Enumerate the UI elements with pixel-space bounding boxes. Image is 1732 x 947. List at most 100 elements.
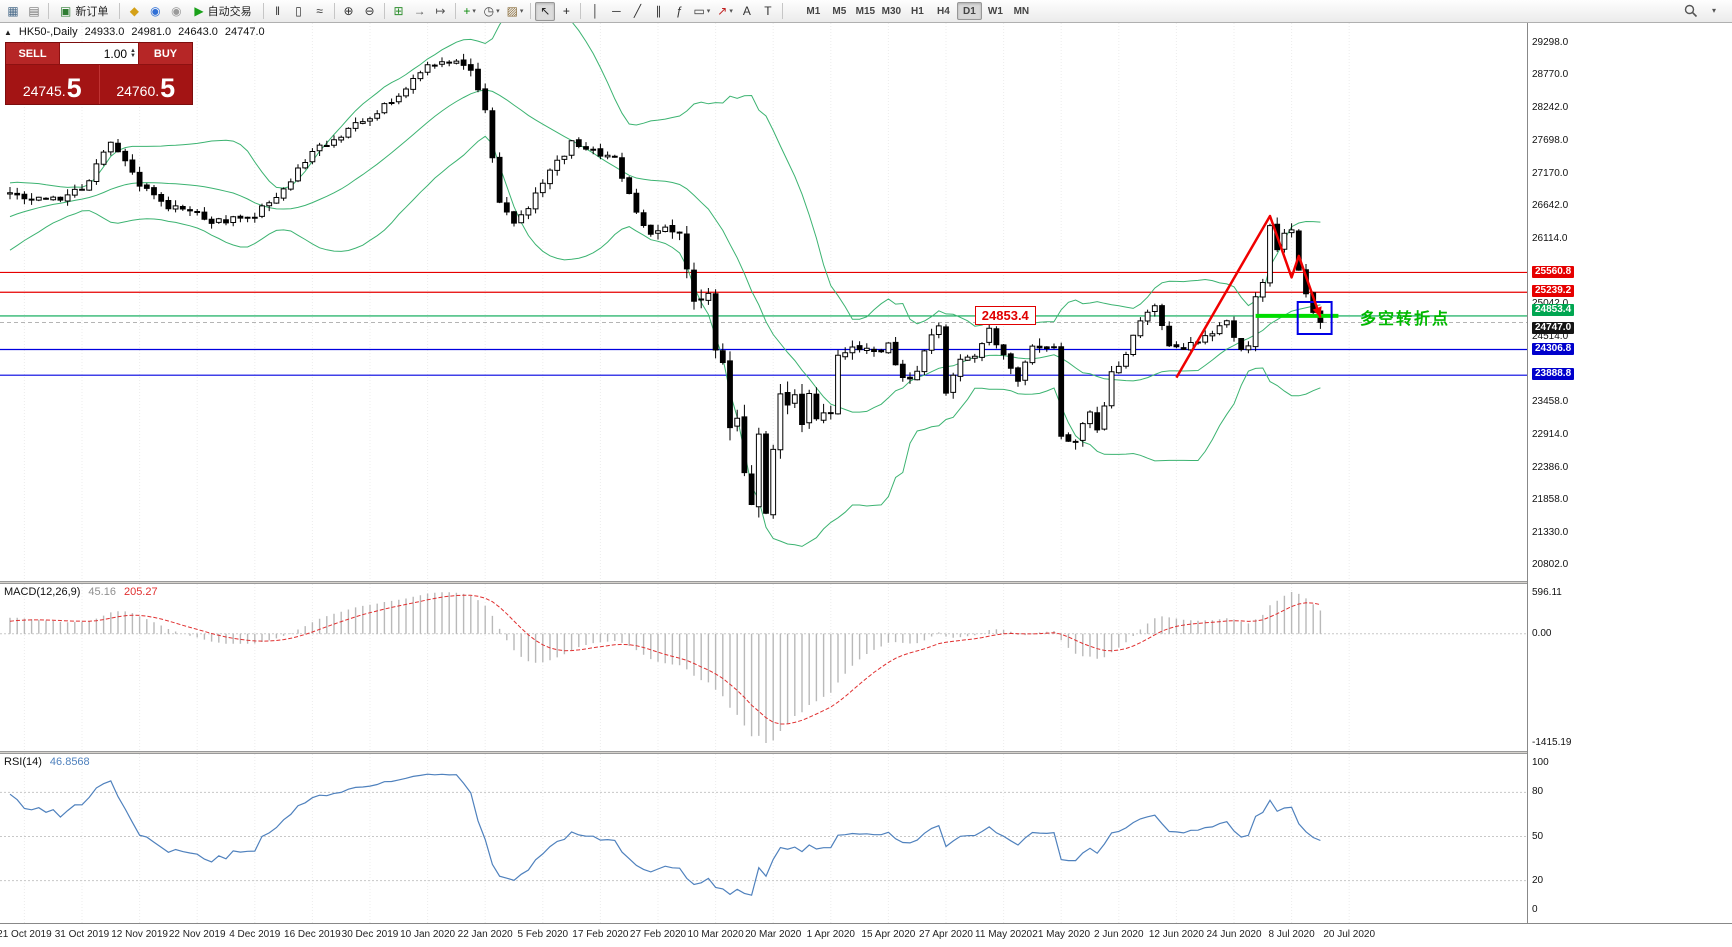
pane-separator[interactable] — [0, 751, 1732, 754]
new-order-button[interactable]: ▣ 新订单 — [53, 2, 115, 21]
date-axis-label: 20 Mar 2020 — [745, 929, 802, 940]
market-watch-icon: ◉ — [150, 4, 161, 18]
turning-point-label[interactable]: 多空转折点 — [1360, 311, 1451, 329]
timeframe-m5-button[interactable]: M5 — [832, 5, 847, 17]
bollinger-lower-band — [9, 135, 1321, 547]
price-axis-label: 26642.0 — [1532, 200, 1569, 211]
buy-price-button[interactable]: 24760. 5 — [99, 65, 192, 104]
new-chart-icon: ▦ — [7, 4, 19, 18]
main-chart-pane[interactable]: ▲ HK50-,Daily 24933.0 24981.0 24643.0 24… — [0, 23, 1527, 581]
autotrading-button-label: 自动交易 — [207, 6, 252, 18]
timeframe-m30-button[interactable]: M30 — [881, 5, 902, 17]
arrows-button-caret-icon[interactable]: ▾ — [729, 7, 733, 15]
volume-down-icon[interactable]: ▼ — [130, 52, 136, 59]
macd-pane[interactable]: MACD(12,26,9) 45.16 205.27 — [0, 584, 1527, 751]
toolbar-separator — [530, 3, 532, 19]
cursor-button[interactable]: ↖ — [535, 1, 556, 21]
sell-price-small: 24745. — [22, 83, 66, 100]
templates-button[interactable]: ▨ ▾ — [504, 2, 527, 21]
time-axis[interactable]: 21 Oct 2019 31 Oct 2019 12 Nov 2019 22 Nov … — [0, 923, 1732, 947]
date-axis-label: 24 Jun 2020 — [1206, 929, 1262, 940]
channel-button[interactable]: ∥ — [648, 2, 668, 21]
vertical-line-button[interactable]: │ — [585, 2, 605, 21]
shapes-button[interactable]: ▭ ▾ — [690, 2, 713, 21]
text-button[interactable]: A — [737, 2, 757, 21]
sell-price-button[interactable]: 24745. 5 — [6, 65, 100, 104]
main-chart-svg[interactable] — [0, 23, 1527, 581]
timeframe-m15-button[interactable]: M15 — [855, 5, 876, 17]
rsi-line — [9, 773, 1321, 896]
zigzag-arrowhead — [1312, 306, 1322, 318]
shapes-button-caret-icon[interactable]: ▾ — [706, 7, 711, 15]
timeframe-mn-button[interactable]: MN — [1013, 5, 1030, 17]
chart-shift-button[interactable]: ↦ — [431, 2, 451, 21]
one-click-collapse-icon[interactable]: ▲ — [4, 27, 12, 37]
zoom-in-button[interactable]: ⊕ — [339, 2, 359, 21]
templates-icon: ▨ — [506, 4, 518, 18]
trend-zigzag-arrow[interactable] — [1175, 214, 1322, 379]
price-level-badge: 24747.0 — [1532, 321, 1575, 334]
new-order-icon: ▣ — [60, 4, 72, 18]
price-level-badge: 24853.4 — [1532, 303, 1575, 316]
autotrading-button[interactable]: ▶ 自动交易 — [187, 2, 258, 21]
toolbar-overflow-icon[interactable]: ▾ — [1711, 6, 1716, 15]
price-axis[interactable]: 29298.0 28770.0 28242.0 27698.0 27170.0 26642… — [1527, 23, 1732, 923]
periods-button[interactable]: ◷ ▾ — [481, 2, 503, 21]
search-icon[interactable] — [1681, 2, 1701, 21]
chart-ohlc-info: ▲ HK50-,Daily 24933.0 24981.0 24643.0 24… — [4, 26, 265, 38]
terminal-button[interactable]: ◉ — [166, 2, 186, 21]
vertical-line-icon: │ — [591, 4, 600, 18]
zoom-out-button[interactable]: ⊖ — [360, 2, 380, 21]
volume-up-icon[interactable]: ▲ — [130, 47, 136, 54]
rsi-pane[interactable]: RSI(14) 46.8568 — [0, 754, 1527, 923]
crosshair-button[interactable]: + — [556, 2, 576, 21]
date-axis-label: 12 Jun 2020 — [1148, 929, 1204, 940]
indicators-button-caret-icon[interactable]: ▾ — [472, 7, 476, 15]
timeframe-m1-button[interactable]: M1 — [806, 5, 821, 17]
price-level-badge: 23888.8 — [1532, 368, 1575, 381]
symbol-info: HK50-,Daily — [18, 26, 78, 38]
rsi-axis-label: 50 — [1532, 830, 1544, 842]
timeframe-d1-button[interactable]: D1 — [956, 2, 982, 20]
timeframe-h4-button[interactable]: H4 — [936, 5, 950, 17]
bar-chart-button[interactable]: ‖ — [268, 2, 288, 21]
indicators-button[interactable]: + ▾ — [460, 2, 480, 21]
sell-button[interactable]: SELL — [6, 43, 60, 64]
arrows-icon: ↗ — [717, 4, 728, 18]
date-axis-label: 27 Feb 2020 — [629, 929, 687, 940]
date-axis-label: 16 Dec 2019 — [284, 929, 341, 940]
metaeditor-button[interactable]: ◆ — [124, 2, 144, 21]
line-chart-button[interactable]: ≈ — [310, 2, 330, 21]
candlestick-chart-button[interactable]: ▯ — [289, 2, 309, 21]
tile-windows-button[interactable]: ⊞ — [389, 2, 409, 21]
level-price-label[interactable]: 24853.4 — [974, 305, 1036, 325]
templates-button-caret-icon[interactable]: ▾ — [519, 7, 524, 15]
shapes-icon: ▭ — [693, 4, 705, 18]
price-level-badge: 24306.8 — [1532, 342, 1575, 355]
trendline-button[interactable]: ╱ — [627, 2, 647, 21]
new-chart-button[interactable]: ▦ — [3, 2, 23, 21]
volume-input[interactable]: 1.00 ▲ ▼ — [60, 43, 138, 64]
timeframe-w1-button[interactable]: W1 — [987, 5, 1003, 17]
rsi-axis-label: 20 — [1532, 874, 1544, 886]
profiles-button[interactable]: ▤ — [24, 2, 44, 21]
price-axis-label: 27170.0 — [1532, 167, 1569, 179]
fibonacci-button[interactable]: ƒ — [669, 2, 689, 21]
rsi-name: RSI(14) — [4, 756, 42, 768]
pane-separator[interactable] — [0, 581, 1732, 584]
auto-scroll-button[interactable]: → — [410, 2, 430, 21]
grid-vertical-lines — [23, 754, 1350, 923]
periods-button-caret-icon[interactable]: ▾ — [496, 7, 500, 15]
timeframe-h1-button[interactable]: H1 — [910, 5, 924, 17]
horizontal-line-button[interactable]: ─ — [606, 2, 626, 21]
date-axis-label: 12 Nov 2019 — [111, 929, 168, 940]
arrows-button[interactable]: ↗ ▾ — [714, 2, 736, 21]
date-axis-label: 8 Jul 2020 — [1268, 929, 1315, 940]
price-axis-label: 22914.0 — [1532, 429, 1569, 441]
price-axis-label: 27698.0 — [1532, 135, 1569, 147]
buy-button[interactable]: BUY — [138, 43, 192, 64]
text-label-button[interactable]: T — [758, 2, 778, 21]
rsi-svg — [0, 754, 1527, 923]
price-axis-label: 21330.0 — [1532, 526, 1569, 538]
market-watch-button[interactable]: ◉ — [145, 2, 165, 21]
